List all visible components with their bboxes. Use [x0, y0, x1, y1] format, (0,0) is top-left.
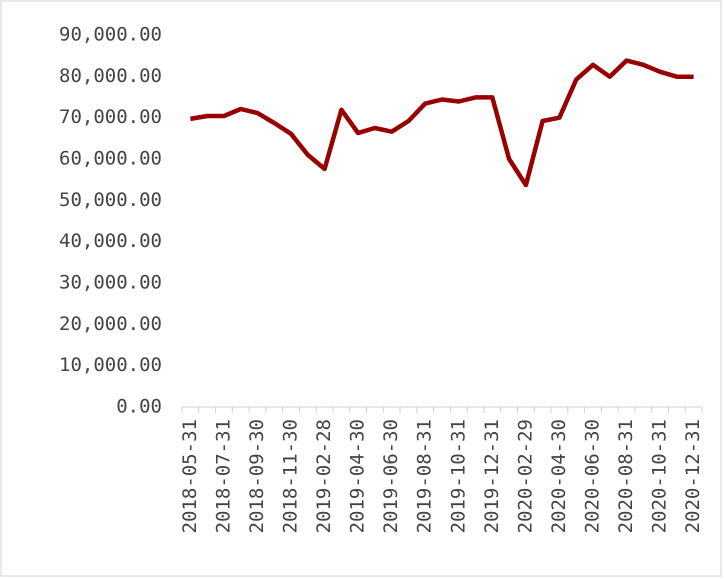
x-tick-label: 2019-04-30	[347, 419, 369, 533]
x-tick-label: 2018-05-31	[179, 419, 201, 533]
y-tick-label: 90,000.00	[59, 24, 162, 46]
x-tick-label: 2018-07-31	[212, 419, 234, 533]
x-tick-label: 2020-04-30	[548, 419, 570, 533]
x-tick-label: 2019-12-31	[481, 419, 503, 533]
y-tick-label: 0.00	[116, 396, 162, 418]
x-tick-label: 2020-06-30	[581, 419, 603, 533]
x-tick-label: 2018-09-30	[246, 419, 268, 533]
y-tick-label: 70,000.00	[59, 106, 162, 128]
x-tick-label: 2020-08-31	[615, 419, 637, 533]
x-tick-label: 2019-08-31	[414, 419, 436, 533]
y-tick-label: 20,000.00	[59, 313, 162, 335]
x-tick-label: 2019-06-30	[380, 419, 402, 533]
y-tick-label: 50,000.00	[59, 189, 162, 211]
x-tick-label: 2020-10-31	[649, 419, 671, 533]
x-tick-label: 2019-02-28	[313, 419, 335, 533]
y-tick-label: 80,000.00	[59, 65, 162, 87]
y-tick-label: 40,000.00	[59, 230, 162, 252]
y-tick-label: 10,000.00	[59, 354, 162, 376]
x-tick-label: 2019-10-31	[447, 419, 469, 533]
y-tick-label: 60,000.00	[59, 148, 162, 170]
line-series	[190, 58, 694, 188]
x-tick-label: 2020-02-29	[514, 419, 536, 533]
x-tick-label: 2018-11-30	[280, 419, 302, 533]
x-tick-label: 2020-12-31	[682, 419, 704, 533]
y-tick-label: 30,000.00	[59, 272, 162, 294]
